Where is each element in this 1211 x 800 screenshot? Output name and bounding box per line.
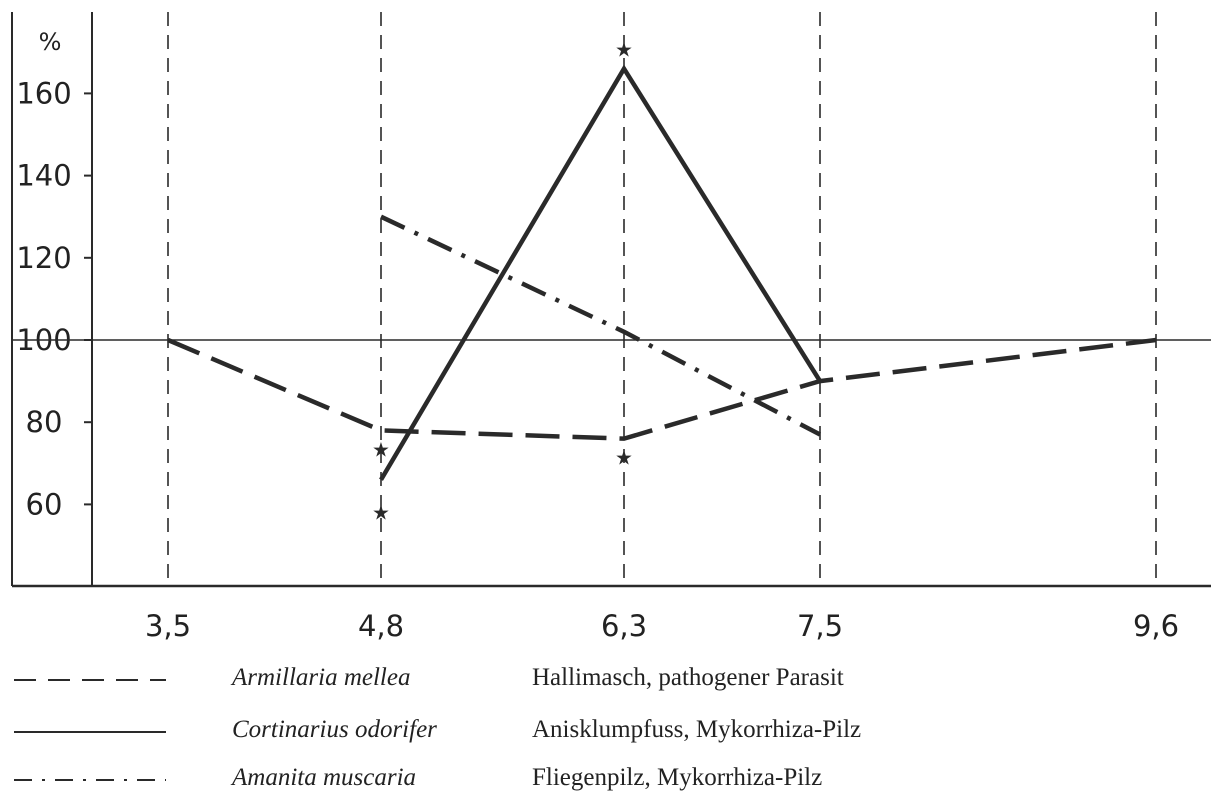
x-axis: 3,5 4,8 6,3 7,5 9,6: [145, 609, 1179, 643]
legend-species-description: Hallimasch, pathogener Parasit: [532, 664, 844, 691]
y-tick-label: 140: [16, 159, 71, 193]
series-line-solid: [379, 64, 822, 481]
x-tick-label: 4,8: [358, 609, 404, 643]
y-tick-label: 160: [16, 76, 71, 110]
legend-item-amanita: Amanita muscaria Fliegenpilz, Mykorrhiza…: [0, 760, 1211, 800]
legend-swatch-dashed: [14, 679, 166, 681]
legend-species-description: Anisklumpfuss, Mykorrhiza-Pilz: [532, 716, 862, 743]
x-tick-label: 6,3: [601, 609, 647, 643]
legend-item-armillaria: Armillaria mellea Hallimasch, pathogener…: [0, 660, 1211, 700]
significance-markers: ★ ★ ★ ★: [372, 38, 633, 525]
vertical-grid: [167, 12, 1157, 586]
series-line-dashed: [167, 337, 1157, 441]
y-tick-label: 60: [26, 487, 63, 521]
x-tick-label: 3,5: [145, 609, 191, 643]
significance-star: ★: [615, 38, 633, 62]
legend-swatch-dash-dot: [14, 779, 166, 781]
legend-species-description: Fliegenpilz, Mykorrhiza-Pilz: [532, 764, 823, 791]
significance-star: ★: [372, 501, 390, 525]
legend-species-name: Cortinarius odorifer: [232, 716, 437, 743]
legend-species-name: Armillaria mellea: [232, 664, 411, 691]
x-tick-label: 9,6: [1133, 609, 1179, 643]
significance-star: ★: [372, 437, 390, 461]
y-axis-unit: %: [39, 28, 62, 56]
plot-frame: [11, 12, 1211, 588]
legend-species-name: Amanita muscaria: [232, 764, 417, 791]
legend-swatch-solid: [14, 731, 166, 733]
series-lines: [167, 64, 1157, 481]
legend-item-cortinarius: Cortinarius odorifer Anisklumpfuss, Myko…: [0, 712, 1211, 752]
series-line-dash-dot: [380, 214, 822, 437]
y-tick-label: 120: [16, 241, 71, 275]
y-tick-label: 80: [26, 405, 63, 439]
x-tick-label: 7,5: [797, 609, 843, 643]
significance-star: ★: [615, 446, 633, 470]
